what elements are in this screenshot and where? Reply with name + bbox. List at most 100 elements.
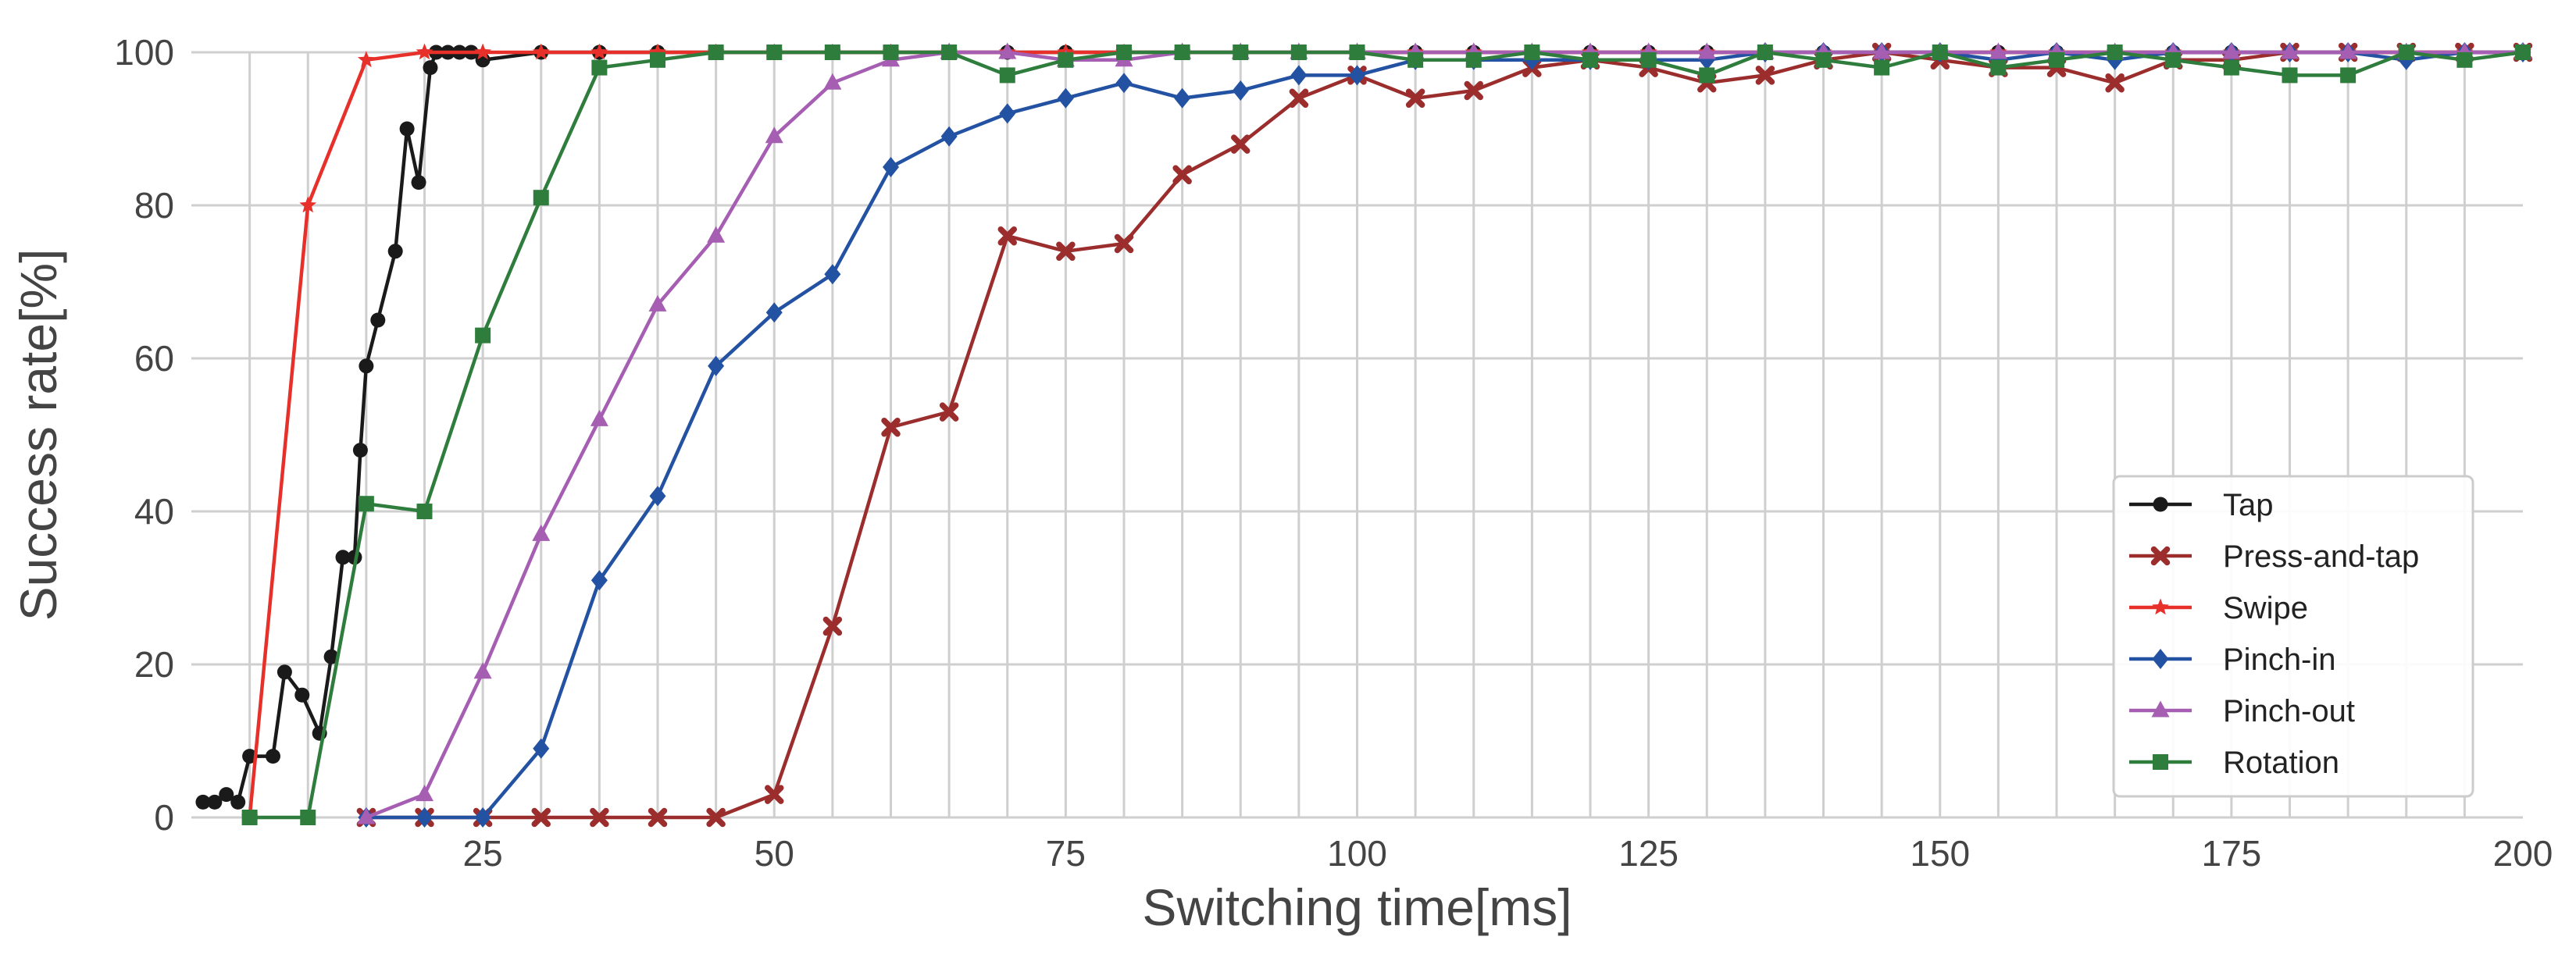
data-point-pinch-in [649,486,666,507]
data-point-rotation [1699,67,1715,84]
data-point-rotation [2049,52,2064,68]
y-tick-label: 80 [134,185,174,226]
data-point-rotation [1757,45,1773,60]
legend-entry-swipe: Swipe [2129,591,2308,625]
data-point-pinch-in [416,807,433,828]
data-point-rotation [1349,45,1365,60]
data-point-pinch-out [532,524,551,541]
data-point-press-and-tap [648,807,668,828]
data-point-press-and-tap [881,417,901,437]
data-point-tap [387,244,403,259]
data-point-rotation [358,496,374,512]
legend-entry-press-and-tap: Press-and-tap [2129,539,2419,574]
data-point-rotation [533,190,549,206]
data-point-pinch-in [940,126,958,147]
data-point-pinch-out [2222,42,2241,59]
y-tick-label: 20 [134,644,174,685]
data-point-rotation [1174,45,1190,60]
legend: Tap Press-and-tap Swipe Pinch-in Pinch-out Ro… [2112,475,2474,798]
series-rotation [241,45,2531,825]
series-line-pinch-out [366,50,2523,820]
data-point-pinch-out [707,226,726,243]
data-point-rotation [2223,59,2239,76]
data-point-tap [399,121,415,137]
data-point-tap [277,664,292,680]
data-point-tap [219,787,234,803]
data-point-rotation [2456,52,2473,68]
data-point-tap [370,312,386,328]
data-point-pinch-in [1349,65,1365,86]
data-point-press-and-tap [997,226,1017,246]
data-point-rotation [2515,45,2531,60]
data-point-rotation [2282,67,2298,84]
data-point-pinch-in [883,157,899,177]
legend-marker [2152,649,2169,669]
data-point-pinch-out [765,126,783,144]
data-point-pinch-out [2339,42,2357,59]
data-point-rotation [2340,67,2357,84]
data-point-press-and-tap [765,785,784,804]
data-point-press-and-tap [1114,233,1134,254]
legend-label: Rotation [2223,746,2339,780]
data-point-rotation [2165,52,2182,68]
legend-marker [2153,754,2168,770]
data-point-rotation [2398,45,2414,60]
data-point-pinch-out [1872,42,1891,59]
data-point-rotation [1990,59,2007,76]
data-point-tap [294,687,310,703]
data-point-swipe [299,196,317,213]
legend-entry-pinch-out: Pinch-out [2129,694,2355,728]
data-point-press-and-tap [590,807,609,828]
data-point-rotation [1058,52,1074,68]
x-tick-label: 75 [1046,833,1086,874]
data-point-press-and-tap [1464,80,1483,101]
data-point-rotation [1524,45,1540,60]
legend-label: Pinch-in [2223,643,2336,677]
data-point-pinch-out [998,42,1017,59]
data-point-rotation [1640,52,1657,68]
x-tick-label: 100 [1327,833,1387,874]
data-point-swipe [357,51,375,68]
data-point-pinch-in [1232,80,1249,101]
y-tick-label: 0 [154,797,174,838]
data-point-press-and-tap [706,807,726,828]
data-point-rotation [1465,52,1482,68]
data-point-press-and-tap [1056,241,1076,262]
data-point-tap [230,794,246,810]
legend-entry-tap: Tap [2129,488,2274,522]
data-point-rotation [1233,45,1249,60]
x-tick-label: 25 [463,833,503,874]
data-point-rotation [941,45,958,60]
x-tick-label: 175 [2202,833,2262,874]
data-point-pinch-out [648,294,667,312]
data-point-pinch-out [1697,42,1716,59]
data-point-pinch-out [473,662,492,679]
data-point-pinch-out [416,785,433,802]
data-point-tap [423,60,438,76]
x-tick-label: 150 [1910,833,1970,874]
x-axis-title: Switching time[ms] [1142,878,1572,936]
data-point-rotation [708,45,724,60]
data-point-tap [352,443,368,458]
data-point-rotation [883,45,899,60]
y-tick-label: 60 [134,338,174,379]
legend-box [2112,475,2474,798]
data-point-rotation [591,59,608,76]
y-tick-label: 100 [114,32,174,73]
data-point-tap [195,794,211,810]
data-point-press-and-tap [531,807,551,828]
data-point-pinch-out [590,409,608,426]
data-point-press-and-tap [939,402,959,422]
series-line-rotation [249,50,2524,820]
data-point-pinch-in [708,355,725,376]
data-point-swipe [416,43,433,60]
x-tick-label: 200 [2493,833,2553,874]
data-point-press-and-tap [1289,88,1309,109]
data-point-pinch-in [999,103,1016,124]
data-point-pinch-in [1115,73,1133,94]
data-point-press-and-tap [1172,165,1192,185]
data-point-rotation [1116,45,1132,60]
data-point-pinch-in [533,738,550,759]
